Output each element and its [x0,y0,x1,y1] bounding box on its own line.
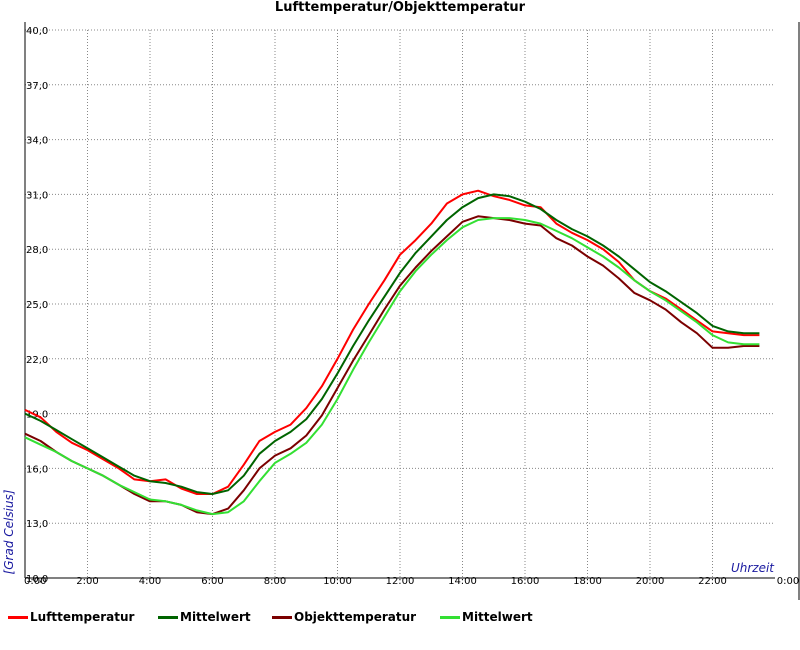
series-line-mittelwert-1 [24,193,760,495]
y-tick-label: 37,0 [26,81,48,92]
y-tick-label: 22,0 [26,355,48,366]
legend-item-lufttemperatur: Lufttemperatur [8,606,134,628]
x-tick-label: 12:00 [386,576,415,587]
series-line-lufttemperatur [24,189,760,495]
y-axis-label: [Grad Celsius] [2,489,16,574]
y-tick-label: 34,0 [26,136,48,147]
legend-label: Lufttemperatur [30,610,135,624]
x-tick-label: 4:00 [139,576,161,587]
series-lines [24,189,760,516]
x-tick-label: 8:00 [264,576,286,587]
y-tick-label: 13,0 [26,519,48,530]
legend-item-mittelwert-2: Mittelwert [440,606,533,628]
y-tick-label: 10,0 [26,574,48,585]
x-axis-label: Uhrzeit [731,561,775,575]
legend-label: Mittelwert [180,610,251,624]
x-tick-label: 0:00 [24,576,46,587]
x-tick-label: 18:00 [573,576,602,587]
y-tick-label: 31,0 [26,190,48,201]
y-tick-label: 25,0 [26,300,48,311]
legend: Lufttemperatur Mittelwert Objekttemperat… [0,606,800,630]
legend-swatch [8,615,28,619]
legend-swatch [158,615,178,619]
series-line-mittelwert-2 [24,217,760,516]
series-line-objekttemperatur [24,215,760,516]
x-tick-label: 2:00 [76,576,98,587]
legend-item-objekttemperatur: Objekttemperatur [272,606,416,628]
x-tick-label: 6:00 [201,576,223,587]
y-tick-label: 40,0 [26,26,48,37]
x-tick-label: 0:00 [777,576,799,587]
grid-lines [25,29,775,578]
y-tick-label: 16,0 [26,464,48,475]
x-tick-label: 22:00 [698,576,727,587]
y-tick-label: 28,0 [26,245,48,256]
x-tick-labels: 0:00 2:00 4:00 6:00 8:00 10:00 12:00 14:00 16:00… [24,576,799,587]
x-tick-label: 20:00 [636,576,665,587]
legend-label: Mittelwert [462,610,533,624]
legend-item-mittelwert-1: Mittelwert [158,606,251,628]
x-tick-label: 16:00 [511,576,540,587]
x-tick-label: 10:00 [323,576,352,587]
legend-swatch [272,615,292,619]
axes [24,22,800,600]
legend-swatch [440,615,460,619]
y-tick-labels: 10,013,016,019,022,025,028,031,034,037,0… [26,26,48,585]
legend-label: Objekttemperatur [294,610,417,624]
x-tick-label: 14:00 [448,576,477,587]
chart-title: Lufttemperatur/Objekttemperatur [274,0,526,15]
